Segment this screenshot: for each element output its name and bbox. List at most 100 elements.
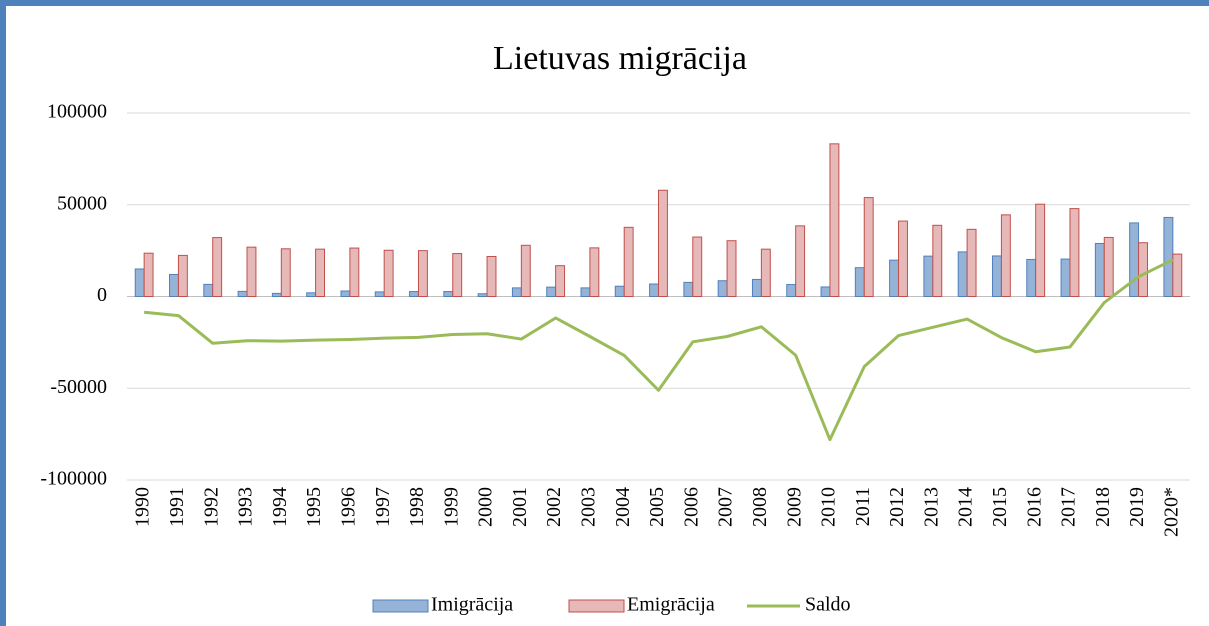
bar xyxy=(589,247,600,297)
x-tick-label: 2000 xyxy=(475,487,497,527)
chart-title: Lietuvas migrācija xyxy=(493,40,747,77)
x-tick-label: 2014 xyxy=(955,487,977,527)
bar xyxy=(1094,242,1105,298)
bar xyxy=(1060,258,1071,298)
bar xyxy=(760,248,771,297)
bar xyxy=(315,248,326,297)
x-tick-label: 2013 xyxy=(920,487,942,527)
bar xyxy=(932,224,943,297)
bar xyxy=(555,265,566,297)
legend-swatch xyxy=(372,599,429,613)
line xyxy=(144,258,1174,442)
x-tick-label: 2017 xyxy=(1058,487,1080,527)
x-tick-label: 2011 xyxy=(852,487,874,526)
legend-label: Emigrācija xyxy=(627,594,715,616)
x-tick-label: 1996 xyxy=(337,487,359,527)
x-tick-label: 2019 xyxy=(1126,487,1148,527)
y-tick-label: 50000 xyxy=(57,192,107,214)
bar xyxy=(726,240,737,298)
x-tick-label: 2015 xyxy=(989,487,1011,527)
bar xyxy=(452,253,463,298)
bar xyxy=(169,273,179,298)
bar xyxy=(246,246,257,298)
bar xyxy=(280,248,291,297)
bar xyxy=(649,283,660,298)
bar xyxy=(820,286,831,298)
x-tick-label: 1998 xyxy=(406,487,428,527)
bar xyxy=(863,197,874,298)
bar xyxy=(409,291,419,298)
bar xyxy=(1138,242,1148,297)
bar xyxy=(177,254,188,297)
y-tick-label: -50000 xyxy=(50,376,107,398)
x-tick-label: 1993 xyxy=(235,487,257,527)
bar xyxy=(306,292,317,297)
bar xyxy=(520,244,531,297)
x-tick-label: 2008 xyxy=(749,487,771,527)
bar xyxy=(349,247,360,297)
bar xyxy=(717,280,728,297)
bar xyxy=(795,225,806,297)
bar xyxy=(623,226,634,297)
bar xyxy=(1069,208,1080,297)
bar xyxy=(203,283,214,298)
bar xyxy=(1026,258,1037,298)
bar xyxy=(923,255,934,298)
y-tick-label: 0 xyxy=(97,284,107,306)
x-tick-label: 1997 xyxy=(372,487,394,527)
x-tick-label: 2006 xyxy=(680,487,702,527)
bar xyxy=(486,255,497,298)
frame-left xyxy=(0,0,6,626)
bar xyxy=(271,292,282,297)
x-tick-label: 1994 xyxy=(269,487,291,527)
bar xyxy=(829,143,840,297)
x-tick-label: 2010 xyxy=(818,487,840,527)
bar xyxy=(546,286,557,298)
x-tick-label: 2004 xyxy=(612,487,634,527)
bar xyxy=(134,268,145,298)
x-tick-label: 2003 xyxy=(578,487,600,527)
x-tick-label: 2012 xyxy=(886,487,908,527)
x-tick-label: 2020* xyxy=(1160,487,1182,537)
x-tick-label: 1991 xyxy=(166,487,188,527)
x-tick-label: 1995 xyxy=(303,487,325,527)
bar xyxy=(854,267,865,297)
x-tick-label: 2009 xyxy=(783,487,805,527)
bar xyxy=(1172,253,1183,297)
bar xyxy=(143,252,154,297)
x-tick-label: 2005 xyxy=(646,487,668,527)
bar xyxy=(786,284,797,298)
bar xyxy=(957,251,968,297)
bar xyxy=(683,281,694,298)
bar xyxy=(580,287,591,297)
x-tick-label: 1990 xyxy=(132,487,154,527)
bar xyxy=(383,249,394,297)
bar xyxy=(1103,236,1114,297)
bar xyxy=(374,291,385,298)
bar xyxy=(1163,216,1174,297)
x-tick-label: 1992 xyxy=(200,487,222,527)
bar xyxy=(511,287,522,297)
bar xyxy=(340,290,351,297)
x-tick-label: 2001 xyxy=(509,487,531,527)
x-tick-label: 2016 xyxy=(1023,487,1045,527)
bar xyxy=(417,250,428,297)
bar xyxy=(751,278,762,298)
bar xyxy=(966,228,977,298)
bar xyxy=(443,291,454,298)
bar xyxy=(658,189,668,297)
bar xyxy=(898,220,908,297)
frame-top xyxy=(0,0,1209,6)
bar xyxy=(692,236,703,298)
y-tick-label: -100000 xyxy=(40,468,107,490)
x-tick-label: 2018 xyxy=(1092,487,1114,527)
bar xyxy=(614,285,625,297)
x-tick-label: 1999 xyxy=(440,487,462,527)
bar xyxy=(477,293,488,297)
bar xyxy=(1000,214,1011,297)
legend-label: Saldo xyxy=(805,594,851,616)
bar xyxy=(1035,203,1046,297)
legend-label: Imigrācija xyxy=(431,594,513,616)
